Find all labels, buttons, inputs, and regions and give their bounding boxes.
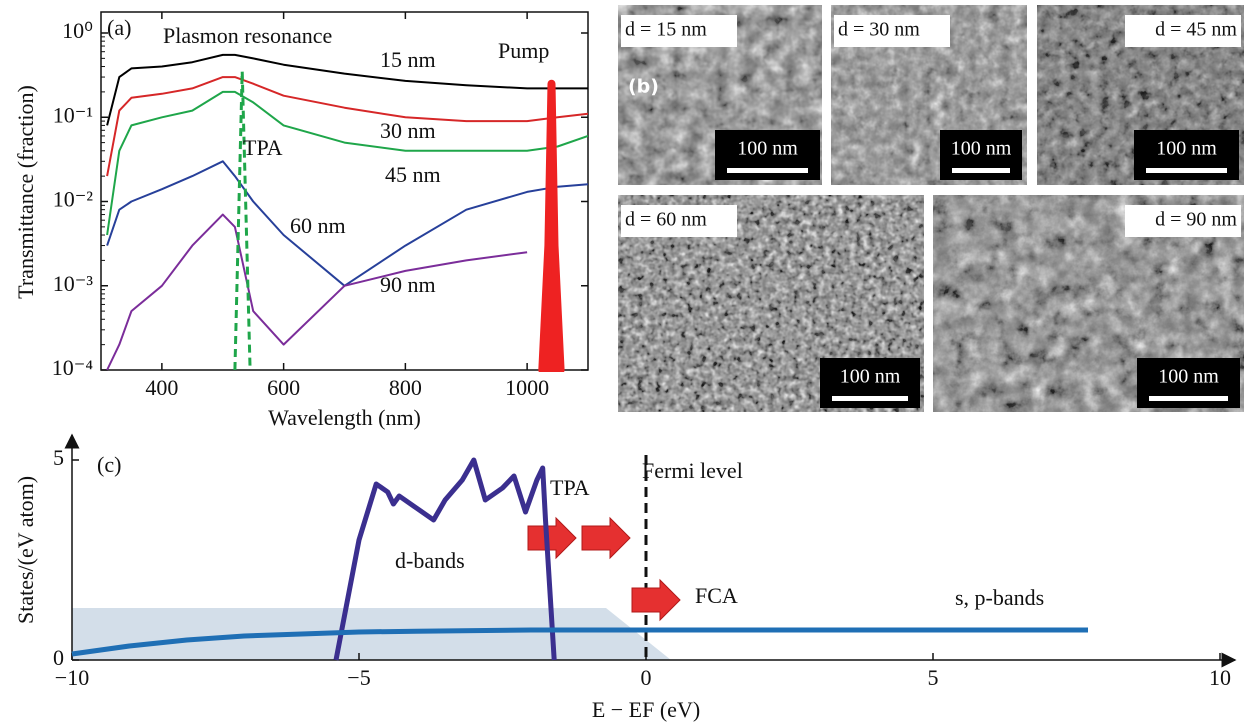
line (233, 69, 252, 371)
line (107, 215, 588, 370)
x-tick-label: −5 (347, 665, 370, 690)
series-label: s, p-bands (955, 585, 1044, 610)
panel-label: (b) (628, 76, 659, 98)
series-label: 60 nm (290, 213, 346, 238)
x-axis-label: Wavelength (nm) (268, 405, 421, 430)
caption-box (834, 15, 950, 47)
line (71, 627, 1088, 657)
transition-arrow (631, 578, 681, 622)
scale-bar (727, 168, 808, 173)
y-axis-label: Transmittance (fraction) (13, 85, 38, 299)
x-tick-label: 10 (1209, 665, 1231, 690)
series-label: 90 nm (380, 272, 436, 297)
caption-box (1125, 15, 1241, 47)
scale-bar (1149, 396, 1228, 401)
annotation: Plasmon resonance (163, 23, 332, 48)
series-label: Pump (498, 38, 549, 63)
x-tick-label: 800 (389, 375, 422, 400)
image-caption: d = 30 nm (838, 19, 920, 41)
line (333, 457, 557, 661)
x-tick-label: 5 (928, 665, 939, 690)
panel-label: (a) (107, 15, 131, 40)
series-label: 15 nm (380, 47, 436, 72)
series-label: d-bands (395, 548, 465, 573)
scale-bar-label: 100 nm (840, 366, 901, 388)
line (106, 160, 588, 287)
x-tick-label: 1000 (505, 375, 549, 400)
transition-arrow (581, 516, 631, 560)
scale-bar (952, 168, 1010, 173)
scale-bar (832, 396, 908, 401)
caption-box (621, 15, 737, 47)
x-axis-label: E − EF (eV) (592, 697, 700, 722)
x-tick-label: 400 (145, 375, 178, 400)
annotation: FCA (695, 583, 738, 608)
caption-box (1125, 205, 1241, 237)
line (106, 53, 588, 126)
y-tick-label: 10⁰ (62, 18, 93, 43)
scale-bar-label: 100 nm (1156, 138, 1217, 160)
y-tick-label: 10⁻³ (53, 271, 94, 296)
transition-arrow (527, 516, 577, 560)
panel-label: (c) (97, 452, 121, 477)
line (106, 76, 588, 177)
y-tick-label: 10⁻² (53, 187, 94, 212)
y-tick-label: 10⁻⁴ (52, 355, 94, 380)
y-tick-label: 5 (53, 445, 64, 470)
y-tick-label: 0 (53, 645, 64, 670)
series-label: TPA (243, 135, 283, 160)
scale-bar-label: 100 nm (951, 138, 1012, 160)
annotation: TPA (550, 475, 590, 500)
caption-box (621, 205, 737, 237)
scale-bar-label: 100 nm (1158, 366, 1219, 388)
y-axis-label: States/(eV atom) (13, 476, 38, 624)
x-tick-label: 600 (267, 375, 300, 400)
x-tick-label: −10 (55, 665, 89, 690)
x-tick-label: 0 (641, 665, 652, 690)
image-caption: d = 60 nm (625, 209, 707, 231)
figure-content: d = 15 nm 100 nm d = 30 nm 100 nm d = 45 nm 1… (13, 5, 1244, 722)
image-caption: d = 90 nm (1155, 209, 1237, 231)
line (106, 90, 588, 236)
scale-bar-label: 100 nm (737, 138, 798, 160)
area (538, 79, 565, 372)
image-caption: d = 15 nm (625, 19, 707, 41)
plot-frame (100, 11, 589, 371)
series-label: 45 nm (385, 162, 441, 187)
annotation: Fermi level (642, 458, 743, 483)
image-caption: d = 45 nm (1155, 19, 1237, 41)
series-label: 30 nm (380, 118, 436, 143)
scale-bar (1146, 168, 1227, 173)
y-tick-label: 10⁻¹ (53, 102, 93, 127)
